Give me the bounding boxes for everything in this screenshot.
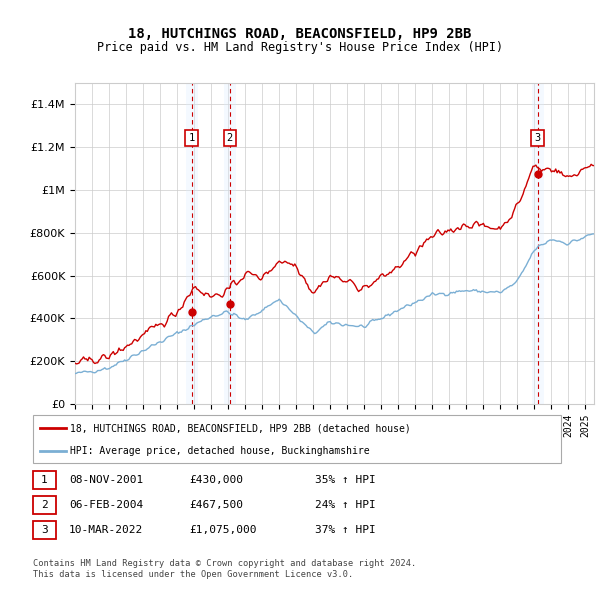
Text: 35% ↑ HPI: 35% ↑ HPI (315, 476, 376, 485)
Text: 1: 1 (41, 476, 48, 485)
Text: 3: 3 (41, 525, 48, 535)
Text: Price paid vs. HM Land Registry's House Price Index (HPI): Price paid vs. HM Land Registry's House … (97, 41, 503, 54)
Text: £1,075,000: £1,075,000 (189, 525, 257, 535)
Text: 06-FEB-2004: 06-FEB-2004 (69, 500, 143, 510)
Bar (186, 83, 197, 404)
Text: 1: 1 (188, 133, 195, 143)
Text: Contains HM Land Registry data © Crown copyright and database right 2024.
This d: Contains HM Land Registry data © Crown c… (33, 559, 416, 579)
Bar (224, 83, 236, 404)
Text: 24% ↑ HPI: 24% ↑ HPI (315, 500, 376, 510)
Text: 37% ↑ HPI: 37% ↑ HPI (315, 525, 376, 535)
Text: £467,500: £467,500 (189, 500, 243, 510)
Text: 10-MAR-2022: 10-MAR-2022 (69, 525, 143, 535)
Text: 2: 2 (227, 133, 233, 143)
Text: 18, HUTCHINGS ROAD, BEACONSFIELD, HP9 2BB: 18, HUTCHINGS ROAD, BEACONSFIELD, HP9 2B… (128, 27, 472, 41)
Text: 18, HUTCHINGS ROAD, BEACONSFIELD, HP9 2BB (detached house): 18, HUTCHINGS ROAD, BEACONSFIELD, HP9 2B… (70, 423, 411, 433)
Bar (532, 83, 544, 404)
Text: 08-NOV-2001: 08-NOV-2001 (69, 476, 143, 485)
Text: £430,000: £430,000 (189, 476, 243, 485)
Text: 2: 2 (41, 500, 48, 510)
Text: HPI: Average price, detached house, Buckinghamshire: HPI: Average price, detached house, Buck… (70, 446, 370, 456)
Text: 3: 3 (535, 133, 541, 143)
